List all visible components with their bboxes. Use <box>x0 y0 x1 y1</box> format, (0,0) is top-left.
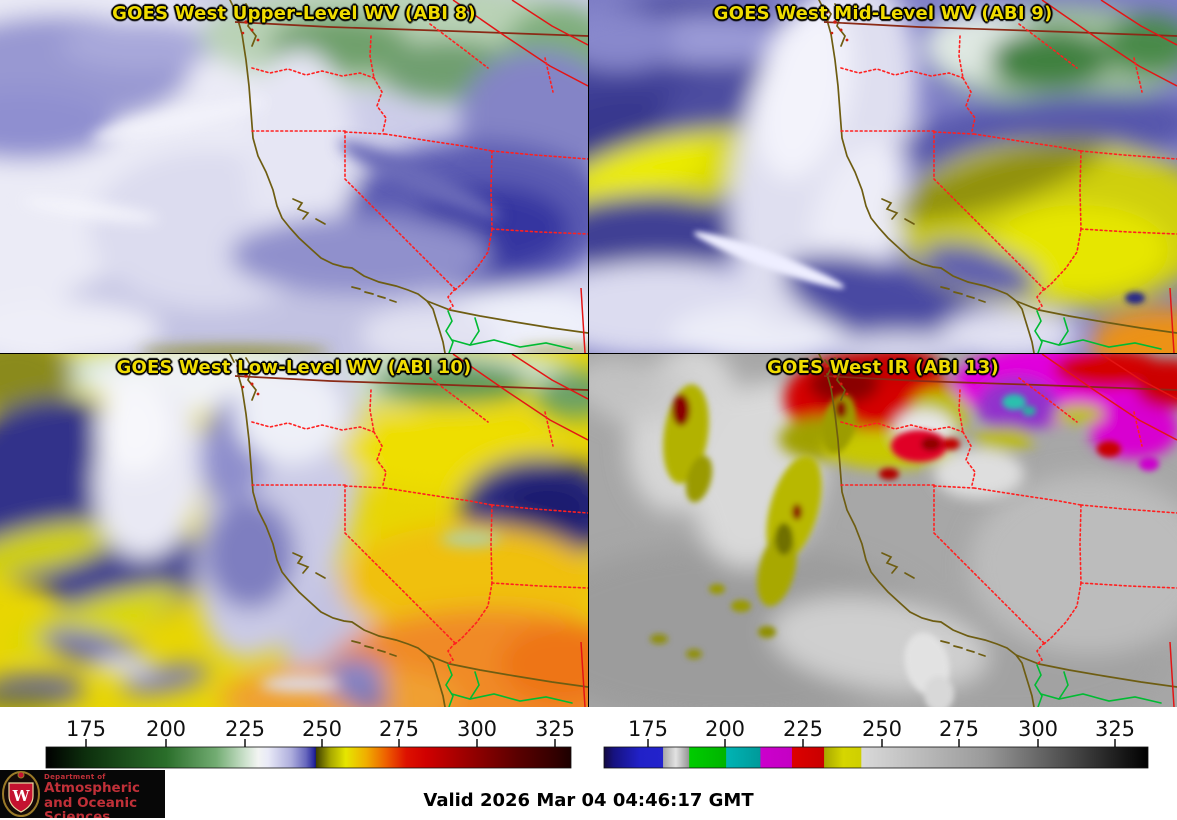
tick-label: 250 <box>862 717 902 741</box>
colorbar-wv: 175 200 225 250 275 300 325 <box>45 717 575 769</box>
aos-logo: W Department of Atmospheric and Oceanic … <box>0 770 165 818</box>
satellite-image-abi10-low-wv <box>0 354 588 707</box>
footer: W Department of Atmospheric and Oceanic … <box>0 770 1177 820</box>
panel-abi9 <box>589 0 1177 353</box>
crest-letter: W <box>12 787 31 805</box>
colorbar-ir-ticks: 175 200 225 250 275 300 325 <box>628 717 1135 741</box>
tick-label: 225 <box>225 717 265 741</box>
panel-abi8 <box>0 0 588 353</box>
satellite-image-abi9-mid-wv <box>589 0 1177 353</box>
colorbar-ir: 175 200 225 250 275 300 325 <box>603 717 1149 769</box>
tick-label: 200 <box>146 717 186 741</box>
tick-label: 325 <box>1095 717 1135 741</box>
logo-line1: Atmospheric <box>44 780 140 797</box>
tick-label: 200 <box>705 717 745 741</box>
valid-timestamp: Valid 2026 Mar 04 04:46:17 GMT <box>423 790 754 811</box>
logo-text: Department of Atmospheric and Oceanic Sc… <box>44 773 165 818</box>
tick-label: 275 <box>939 717 979 741</box>
quad-panel-grid <box>0 0 1177 707</box>
colorbar-wv-ticks: 175 200 225 250 275 300 325 <box>66 717 575 741</box>
panel-abi13 <box>589 354 1177 707</box>
satellite-image-abi8-upper-wv <box>0 0 588 353</box>
uw-crest-icon: W <box>2 771 40 817</box>
tick-label: 300 <box>457 717 497 741</box>
panel-abi10 <box>0 354 588 707</box>
satellite-image-abi13-ir <box>589 354 1177 707</box>
colorbar-strip: 175 200 225 250 275 300 325 175 200 225 <box>0 707 1177 770</box>
tick-label: 275 <box>379 717 419 741</box>
logo-dept-line: Department of <box>44 773 106 781</box>
tick-label: 325 <box>535 717 575 741</box>
tick-label: 175 <box>628 717 668 741</box>
colorbars-svg: 175 200 225 250 275 300 325 175 200 225 <box>45 717 1149 769</box>
tick-label: 175 <box>66 717 106 741</box>
tick-label: 300 <box>1018 717 1058 741</box>
logo-line2: and Oceanic Sciences <box>44 794 138 818</box>
tick-label: 250 <box>302 717 342 741</box>
tick-label: 225 <box>783 717 823 741</box>
